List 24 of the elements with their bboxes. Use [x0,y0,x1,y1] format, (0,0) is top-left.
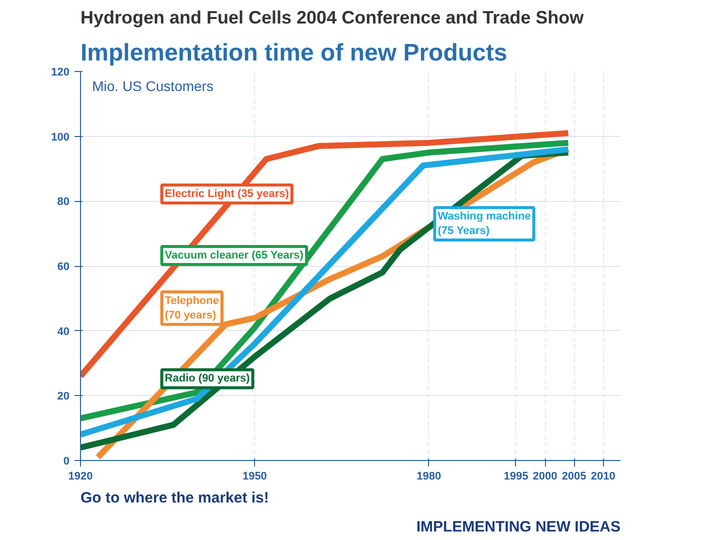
y-tick-label: 120 [51,66,70,78]
series-label: Vacuum cleaner (65 Years) [164,250,304,262]
x-tick-label: 1995 [504,470,528,482]
text: Go to where the market is! [80,490,269,506]
y-tick-label: 0 [63,456,70,468]
y-tick-label: 40 [57,326,70,338]
x-tick-label: 1950 [242,470,267,482]
text: IMPLEMENTING NEW IDEAS [416,518,620,536]
x-tick-label: 2005 [562,470,586,482]
y-tick-label: 20 [57,390,70,403]
y-tick-label: 60 [57,261,70,273]
x-tick-label: 1980 [416,470,442,482]
x-tick-label: 1920 [68,470,93,482]
y-axis-title: Mio. US Customers [92,78,214,94]
chart-subtitle: Hydrogen and Fuel Cells 2004 Conference and Trade Show [80,8,585,28]
series-label: Radio (90 years) [164,372,250,385]
chart-title: Implementation time of new Products [80,40,508,66]
x-tick-label: 2010 [590,470,616,482]
text: Washing machine (75 Years) [438,210,531,238]
series-label: Electric Light (35 years) [164,188,290,200]
y-tick-label: 100 [51,131,70,144]
x-tick-label: 2000 [532,470,558,482]
series-label: Telephone (70 years) [164,294,219,322]
y-tick-label: 80 [57,196,70,208]
